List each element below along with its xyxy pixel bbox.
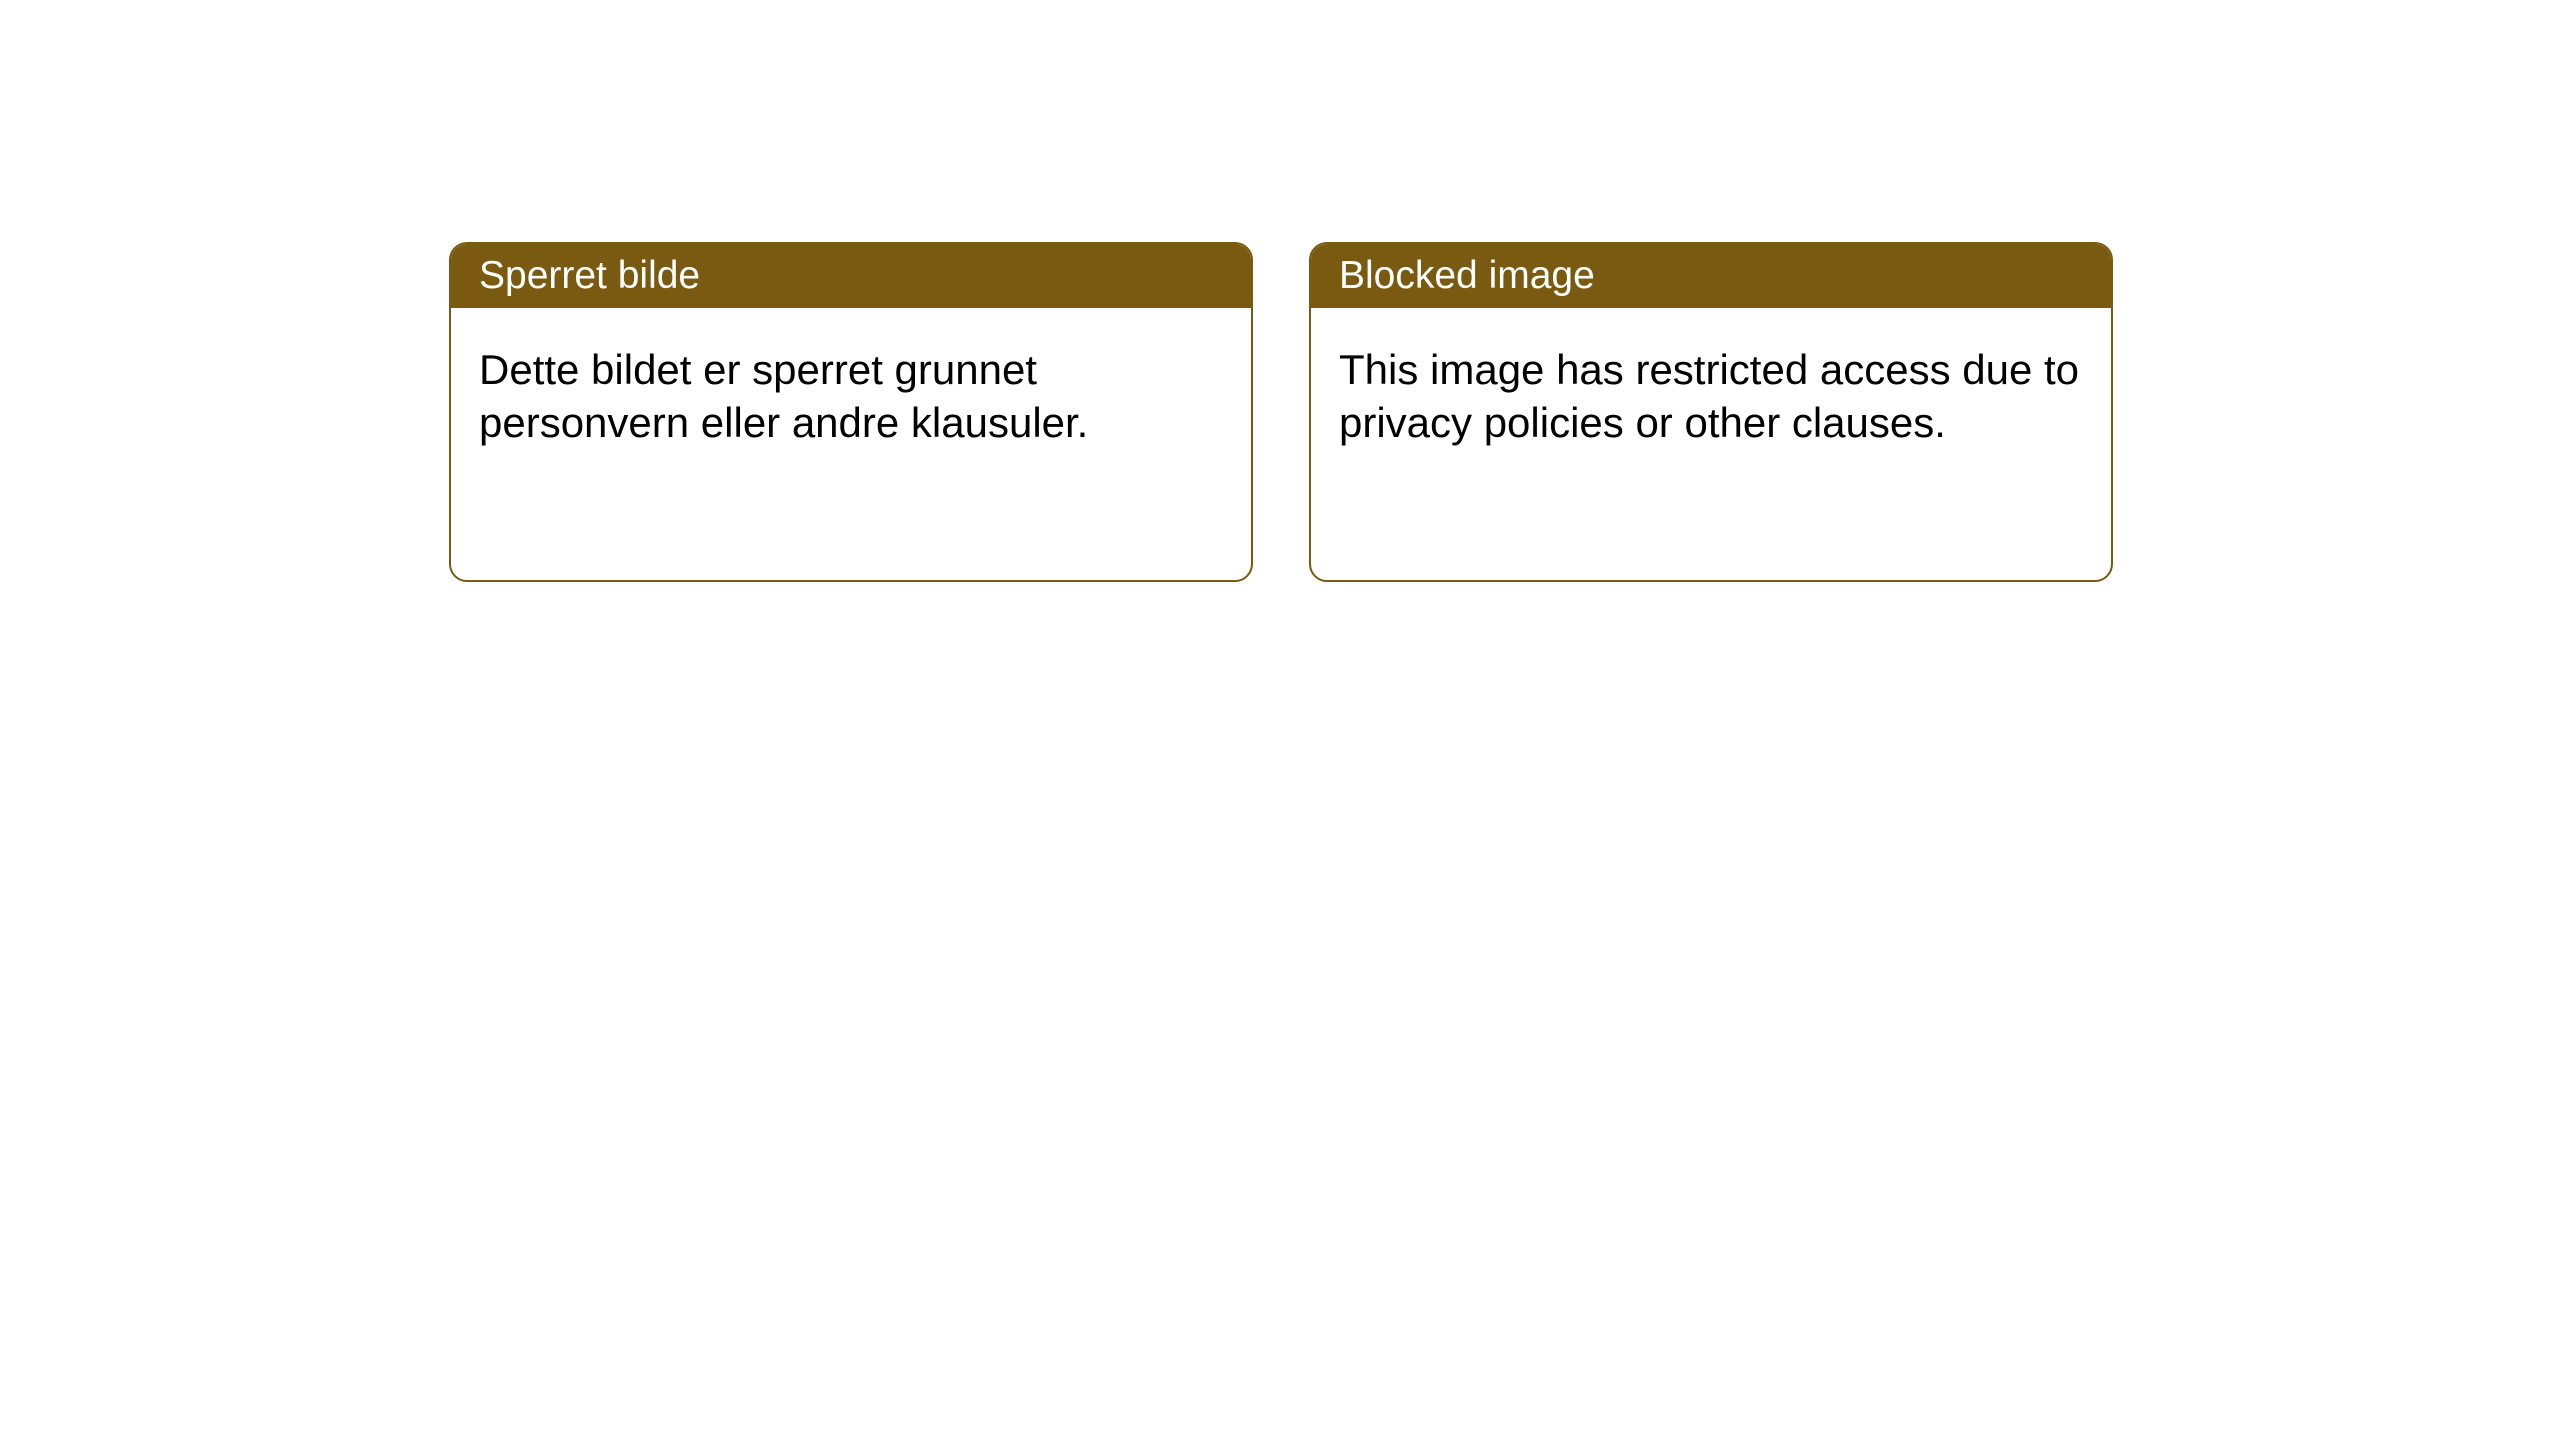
notice-title-en: Blocked image <box>1339 254 1595 297</box>
notice-text-en: This image has restricted access due to … <box>1339 346 2079 446</box>
notice-header-en: Blocked image <box>1311 244 2111 308</box>
notice-body-no: Dette bildet er sperret grunnet personve… <box>451 308 1251 580</box>
notice-header-no: Sperret bilde <box>451 244 1251 308</box>
notice-body-en: This image has restricted access due to … <box>1311 308 2111 580</box>
notice-card-en: Blocked image This image has restricted … <box>1309 242 2113 582</box>
notice-card-no: Sperret bilde Dette bildet er sperret gr… <box>449 242 1253 582</box>
notice-container: Sperret bilde Dette bildet er sperret gr… <box>449 242 2113 582</box>
notice-text-no: Dette bildet er sperret grunnet personve… <box>479 346 1088 446</box>
notice-title-no: Sperret bilde <box>479 254 700 297</box>
